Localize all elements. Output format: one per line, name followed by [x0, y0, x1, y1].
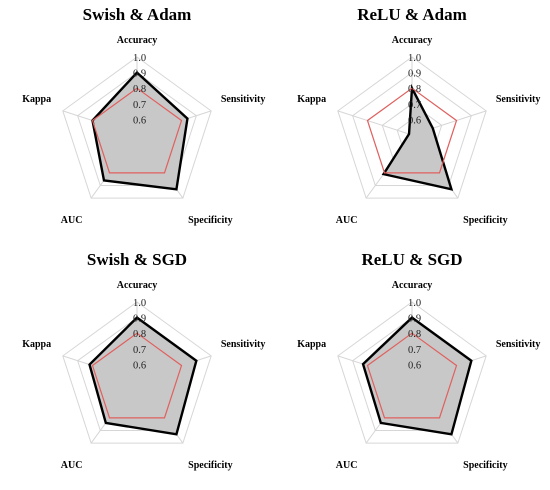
tick-label-1-0: 1.0 — [133, 53, 146, 64]
axis-label-specificity: Specificity — [188, 460, 232, 471]
chart-title: ReLU & SGD — [361, 250, 462, 269]
tick-label-0-6: 0.6 — [408, 115, 421, 126]
radar-svg: Swish & Adam 1.0 0.9 0.8 0.7 0.6 Accuracy Sensi… — [22, 5, 265, 226]
axis-label-auc: AUC — [336, 460, 358, 471]
series-polygon-main — [91, 70, 189, 191]
series-polygon-reference — [366, 87, 458, 174]
tick-label-0-7: 0.7 — [408, 100, 421, 111]
axis-label-accuracy: Accuracy — [117, 35, 158, 46]
axis-label-sensitivity: Sensitivity — [496, 94, 540, 105]
tick-label-1-0: 1.0 — [408, 53, 421, 64]
grid-ring — [62, 56, 212, 199]
axis-label-kappa: Kappa — [22, 339, 51, 350]
tick-label-0-7: 0.7 — [408, 345, 421, 356]
axis-label-sensitivity: Sensitivity — [221, 339, 265, 350]
tick-label-1-0: 1.0 — [408, 298, 421, 309]
radar-panel-swish-adam: Swish & Adam 1.0 0.9 0.8 0.7 0.6 Accuracy Sensi… — [0, 0, 275, 245]
axis-label-sensitivity: Sensitivity — [496, 339, 540, 350]
axis-label-auc: AUC — [61, 460, 83, 471]
tick-label-0-7: 0.7 — [133, 100, 146, 111]
tick-label-0-9: 0.9 — [133, 314, 146, 325]
grid-ring — [352, 71, 472, 186]
series-polygon-reference — [91, 332, 183, 419]
tick-label-0-8: 0.8 — [133, 329, 146, 340]
grid-spoke — [337, 110, 413, 136]
chart-title: ReLU & Adam — [357, 5, 467, 24]
series-polygon-main — [88, 316, 198, 436]
chart-title: Swish & SGD — [87, 250, 187, 269]
radar-svg: ReLU & SGD 1.0 0.9 0.8 0.7 0.6 Accuracy Sensiti… — [297, 250, 540, 471]
axis-label-specificity: Specificity — [463, 460, 507, 471]
chart-title: Swish & Adam — [83, 5, 192, 24]
axis-label-specificity: Specificity — [188, 215, 232, 226]
axis-label-accuracy: Accuracy — [392, 280, 433, 291]
axis-label-auc: AUC — [336, 215, 358, 226]
axis-label-accuracy: Accuracy — [117, 280, 158, 291]
tick-label-0-6: 0.6 — [133, 115, 146, 126]
tick-label-0-8: 0.8 — [408, 329, 421, 340]
axis-label-specificity: Specificity — [463, 215, 507, 226]
series-polygon-main — [381, 83, 454, 191]
axis-label-auc: AUC — [61, 215, 83, 226]
tick-label-0-6: 0.6 — [408, 360, 421, 371]
tick-label-0-8: 0.8 — [133, 84, 146, 95]
tick-label-1-0: 1.0 — [133, 298, 146, 309]
radar-panel-swish-sgd: Swish & SGD 1.0 0.9 0.8 0.7 0.6 Accuracy Sensit… — [0, 245, 275, 490]
radar-svg: Swish & SGD 1.0 0.9 0.8 0.7 0.6 Accuracy Sensit… — [22, 250, 265, 471]
series-polygon-reference — [366, 332, 458, 419]
tick-label-0-9: 0.9 — [408, 314, 421, 325]
tick-label-0-8: 0.8 — [408, 84, 421, 95]
axis-label-kappa: Kappa — [297, 339, 326, 350]
tick-label-0-9: 0.9 — [408, 69, 421, 80]
tick-label-0-7: 0.7 — [133, 345, 146, 356]
tick-label-0-9: 0.9 — [133, 69, 146, 80]
radar-panel-relu-sgd: ReLU & SGD 1.0 0.9 0.8 0.7 0.6 Accuracy Sensiti… — [275, 245, 550, 490]
axis-label-kappa: Kappa — [22, 94, 51, 105]
axis-label-accuracy: Accuracy — [392, 35, 433, 46]
grid-ring — [337, 301, 487, 444]
grid-ring — [337, 56, 487, 199]
tick-label-0-6: 0.6 — [133, 360, 146, 371]
radar-svg: ReLU & Adam 1.0 0.9 0.8 0.7 0.6 Accuracy Sensit… — [297, 5, 540, 226]
grid-ring — [62, 301, 212, 444]
radar-panel-relu-adam: ReLU & Adam 1.0 0.9 0.8 0.7 0.6 Accuracy Sensit… — [275, 0, 550, 245]
series-polygon-reference — [91, 87, 183, 174]
axis-label-sensitivity: Sensitivity — [221, 94, 265, 105]
axis-label-kappa: Kappa — [297, 94, 326, 105]
